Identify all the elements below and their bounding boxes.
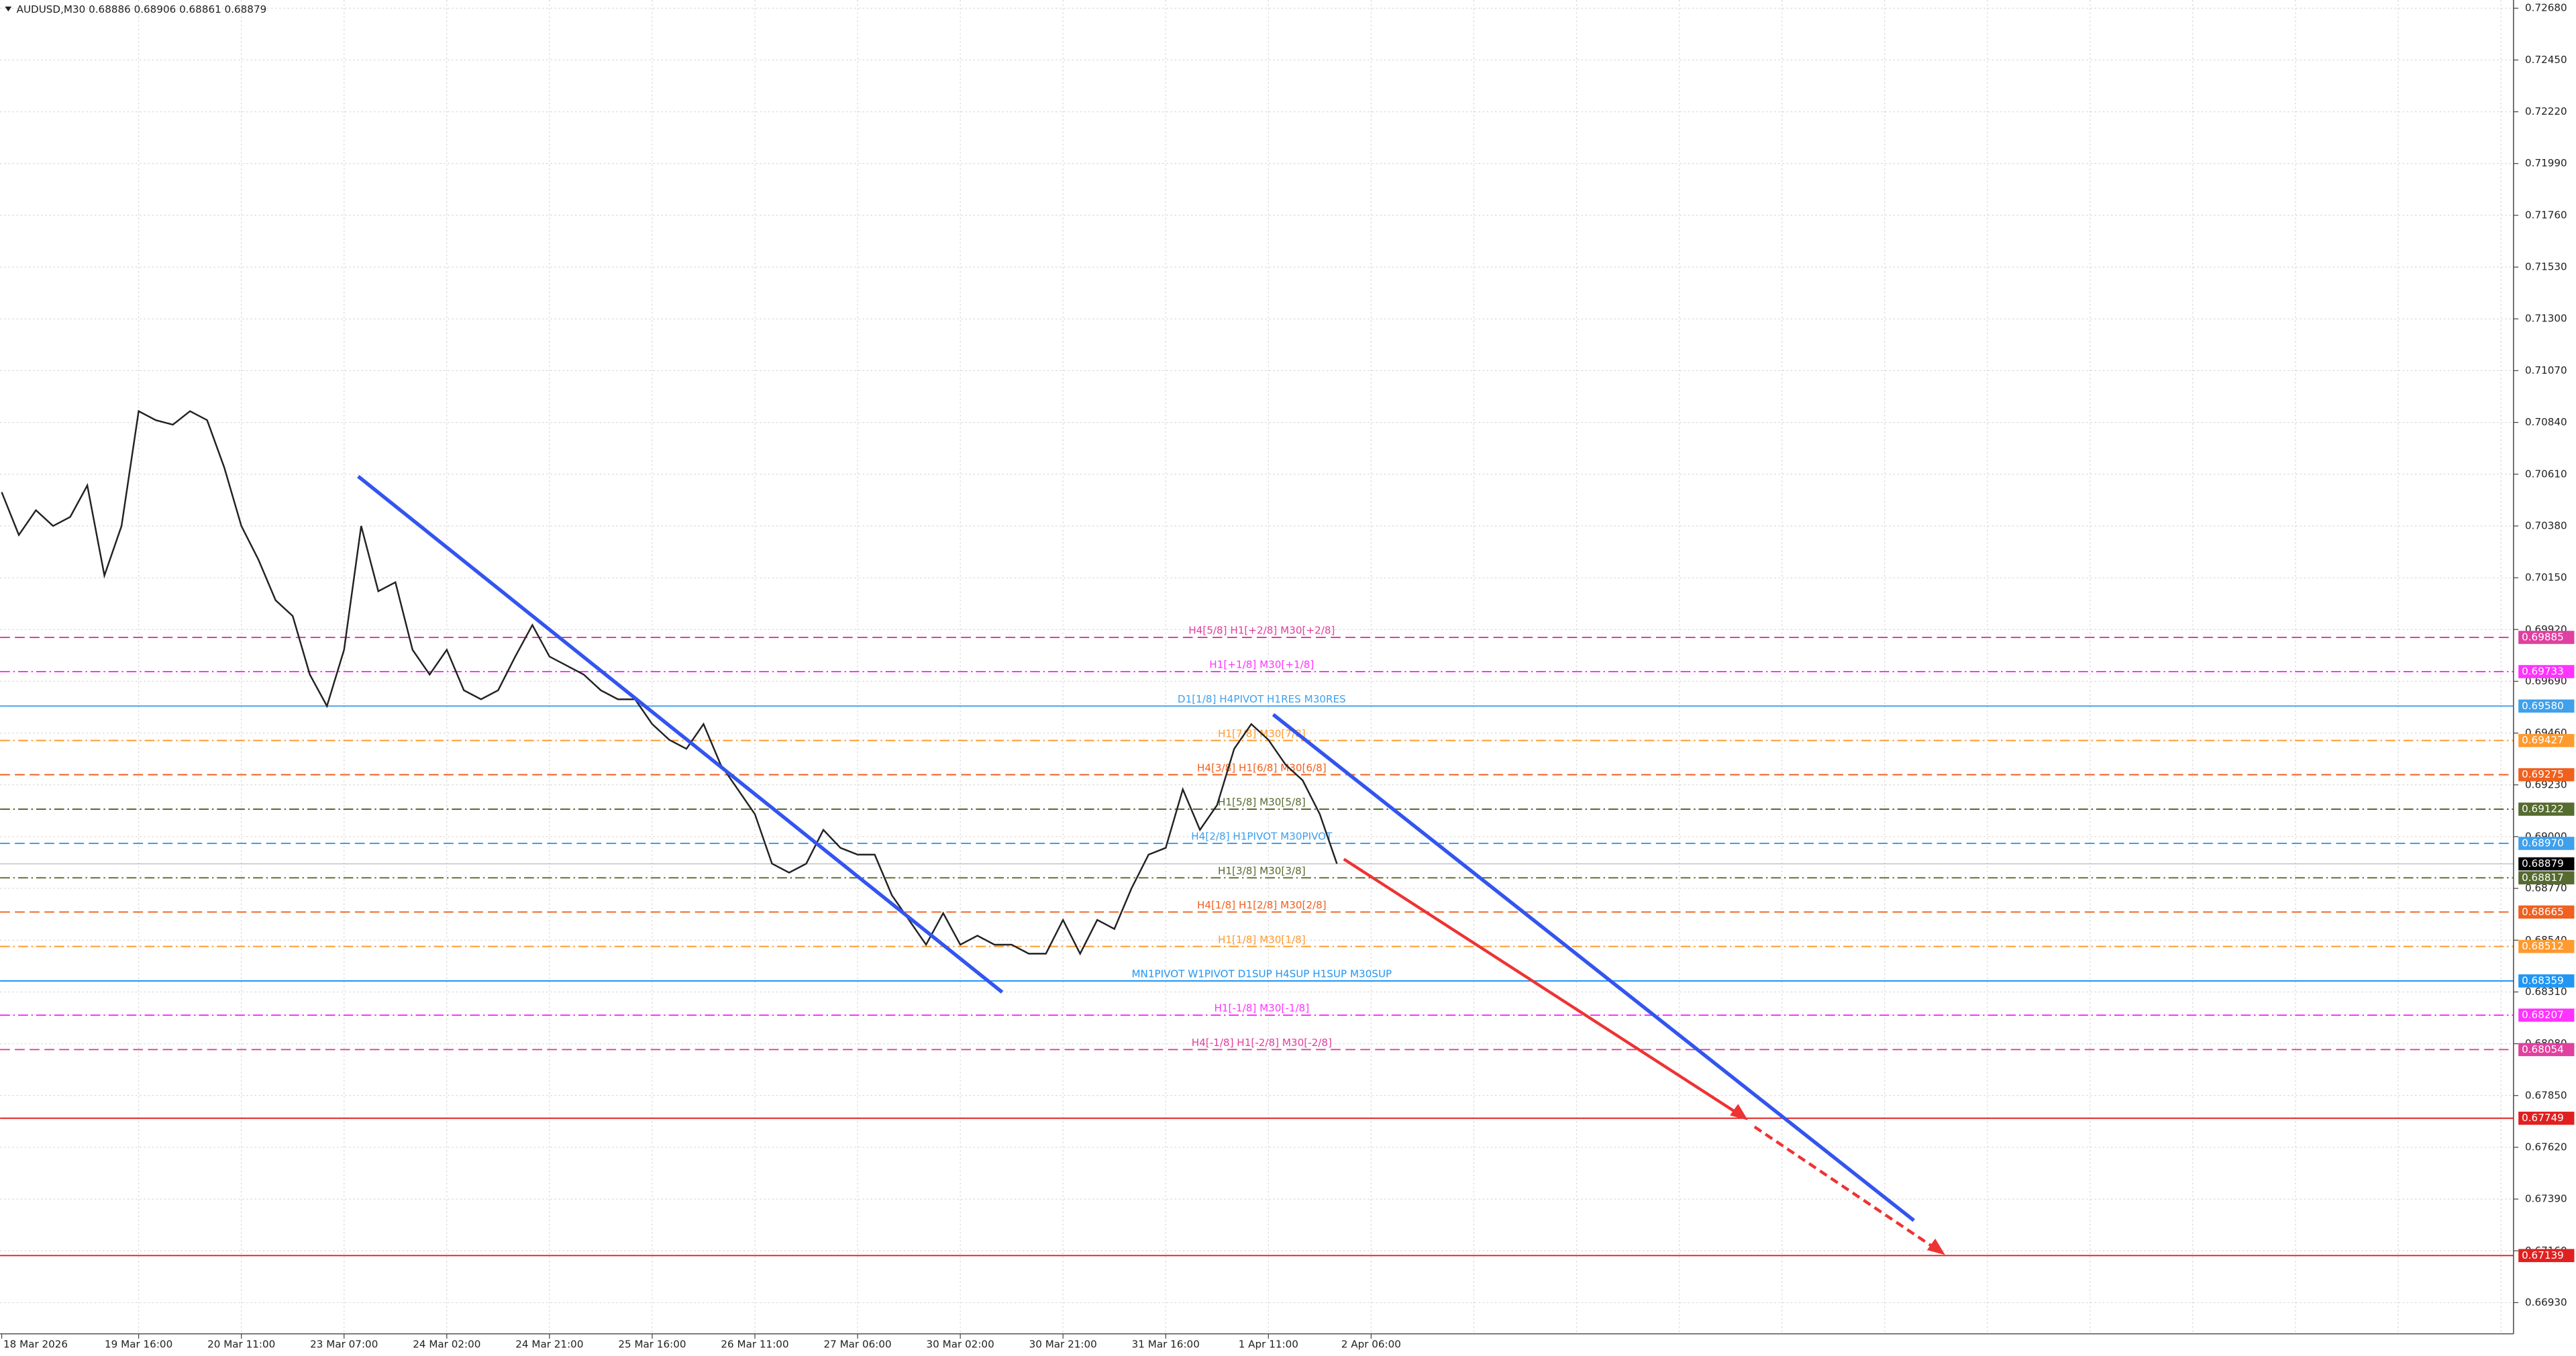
- price-tag: [2518, 871, 2575, 885]
- level-label: H1[3/8] M30[3/8]: [1218, 865, 1306, 877]
- price-tag-label: 0.68665: [2522, 906, 2564, 918]
- trend-line: [357, 474, 1004, 994]
- y-tick-label: 0.70840: [2525, 416, 2567, 428]
- level-label: H4[2/8] H1PIVOT M30PIVOT: [1191, 831, 1333, 843]
- levels: H4[5/8] H1[+2/8] M30[+2/8] 0.69885 H1[+1/8…: [0, 625, 2575, 1263]
- level-label: H4[-1/8] H1[-2/8] M30[-2/8]: [1192, 1037, 1332, 1049]
- x-tick-label: 2 Apr 06:00: [1341, 1338, 1401, 1350]
- price-tag-label: 0.69733: [2522, 665, 2564, 677]
- price-tag-label: 0.67749: [2522, 1112, 2564, 1124]
- y-tick-label: 0.67850: [2525, 1089, 2567, 1101]
- plot: [1, 409, 1338, 956]
- price-tag-label: 0.69580: [2522, 700, 2564, 712]
- price-tag-label: 0.68359: [2522, 974, 2564, 986]
- x-tick-label: 31 Mar 16:00: [1132, 1338, 1200, 1350]
- price-tag: [2518, 631, 2575, 644]
- menu-triangle: [5, 6, 12, 12]
- level-label: H1[-1/8] M30[-1/8]: [1215, 1002, 1310, 1014]
- y-tick-label: 0.67390: [2525, 1193, 2567, 1205]
- level-label: D1[1/8] H4PIVOT H1RES M30RES: [1178, 693, 1346, 705]
- price-line: [1, 409, 1338, 956]
- price-tag-label: 0.67139: [2522, 1249, 2564, 1261]
- y-tick-label: 0.68310: [2525, 986, 2567, 998]
- price-tag: [2518, 768, 2575, 782]
- price-tag: [2518, 733, 2575, 747]
- chart-header: AUDUSD,M30 0.68886 0.68906 0.68861 0.688…: [17, 3, 267, 15]
- y-tick-label: 0.71530: [2525, 261, 2567, 273]
- level-label: MN1PIVOT W1PIVOT D1SUP H4SUP H1SUP M30SU…: [1131, 968, 1392, 980]
- forecast-arrow-dashed: [1753, 1125, 1937, 1250]
- y-tick-label: 0.66930: [2525, 1296, 2567, 1308]
- arrow-head: [1730, 1104, 1748, 1120]
- price-tag: [2518, 665, 2575, 678]
- y-tick-label: 0.72680: [2525, 2, 2567, 14]
- y-tick-label: 0.67620: [2525, 1141, 2567, 1153]
- x-tick-label: 19 Mar 16:00: [105, 1338, 172, 1350]
- level-label: H4[1/8] H1[2/8] M30[2/8]: [1197, 899, 1327, 911]
- level-label: H4[5/8] H1[+2/8] M30[+2/8]: [1188, 625, 1335, 637]
- level-label: H4[3/8] H1[6/8] M30[6/8]: [1197, 762, 1327, 774]
- y-tick-label: 0.71760: [2525, 209, 2567, 221]
- price-tag: [2518, 699, 2575, 713]
- y-tick-label: 0.71990: [2525, 157, 2567, 169]
- x-tick-label: 24 Mar 21:00: [515, 1338, 583, 1350]
- x-tick-label: 30 Mar 21:00: [1029, 1338, 1097, 1350]
- y-tick-label: 0.72220: [2525, 105, 2567, 117]
- price-tag: [2518, 857, 2575, 871]
- x-tick-label: 1 Apr 11:00: [1239, 1338, 1298, 1350]
- level-label: H1[1/8] M30[1/8]: [1218, 933, 1306, 945]
- y-tick-label: 0.70150: [2525, 572, 2567, 584]
- y-tick-label: 0.70380: [2525, 519, 2567, 531]
- y-tick-label: 0.71300: [2525, 313, 2567, 325]
- price-tag-label: 0.69427: [2522, 734, 2564, 746]
- price-tag: [2518, 837, 2575, 850]
- x-tick-label: 30 Mar 02:00: [927, 1338, 994, 1350]
- x-tick-label: 24 Mar 02:00: [413, 1338, 480, 1350]
- x-tick-label: 23 Mar 07:00: [310, 1338, 378, 1350]
- x-tick-label: 27 Mar 06:00: [823, 1338, 891, 1350]
- price-tag: [2518, 1043, 2575, 1057]
- price-tag: [2518, 905, 2575, 919]
- y-tick-label: 0.68770: [2525, 882, 2567, 894]
- price-tag: [2518, 802, 2575, 816]
- level-label: H1[+1/8] M30[+1/8]: [1209, 659, 1314, 671]
- x-tick-label: 26 Mar 11:00: [721, 1338, 788, 1350]
- price-tag: [2518, 1008, 2575, 1022]
- forecast-arrow: [1343, 857, 1739, 1115]
- y-tick-label: 0.71070: [2525, 364, 2567, 376]
- y-tick-label: 0.72450: [2525, 54, 2567, 66]
- price-tag-label: 0.69122: [2522, 802, 2564, 815]
- price-tag: [2518, 1111, 2575, 1125]
- price-tag: [2518, 974, 2575, 988]
- trend-line: [1272, 713, 1915, 1222]
- price-tag-label: 0.69275: [2522, 768, 2564, 780]
- y-tick-label: 0.69230: [2525, 778, 2567, 790]
- x-tick-label: 20 Mar 11:00: [207, 1338, 275, 1350]
- price-tag-label: 0.68879: [2522, 857, 2564, 870]
- price-tag-label: 0.68512: [2522, 940, 2564, 952]
- price-tag-label: 0.68970: [2522, 837, 2564, 849]
- price-tag: [2518, 1249, 2575, 1263]
- price-tag-label: 0.68817: [2522, 872, 2564, 884]
- x-tick-label: 18 Mar 2026: [3, 1338, 68, 1350]
- price-tag-label: 0.68207: [2522, 1008, 2564, 1021]
- x-tick-label: 25 Mar 16:00: [618, 1338, 686, 1350]
- price-tag-label: 0.69885: [2522, 631, 2564, 643]
- price-tag: [2518, 939, 2575, 953]
- price-tag-label: 0.68054: [2522, 1043, 2564, 1055]
- y-tick-label: 0.70610: [2525, 468, 2567, 480]
- arrow-head: [1926, 1238, 1945, 1255]
- level-label: H1[5/8] M30[5/8]: [1218, 796, 1306, 809]
